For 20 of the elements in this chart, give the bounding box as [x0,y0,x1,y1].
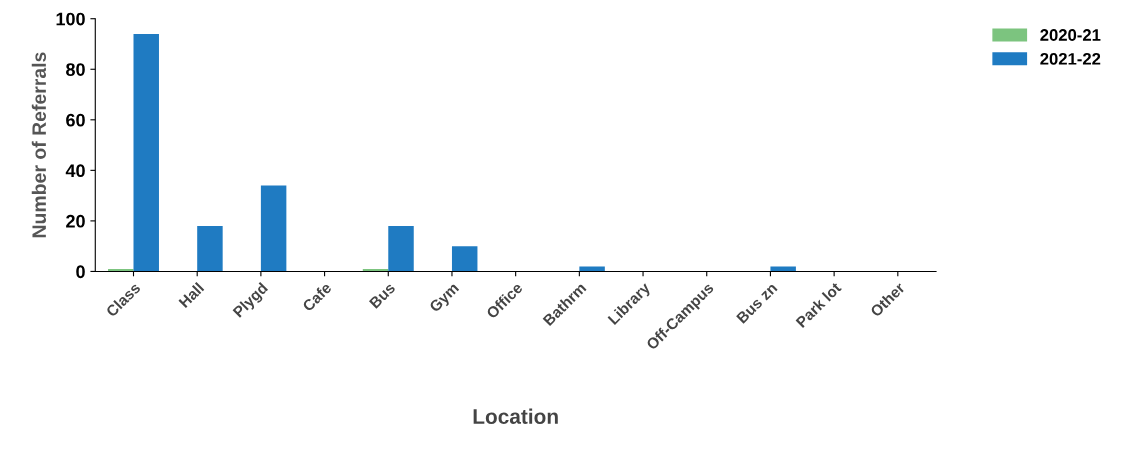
bar [260,185,287,272]
legend-label: 2020-21 [1040,29,1101,41]
bar [133,33,159,272]
y-tick-label: 0 [76,265,85,279]
y-tick-label: 80 [66,63,85,76]
y-tick-label: 60 [66,113,85,127]
x-axis-title: Location [473,408,558,424]
bar [579,266,605,272]
y-tick-label: 20 [66,214,85,228]
x-tick-label: Bus zn [736,282,778,324]
x-tick-label: Bus [368,282,396,309]
y-tick-label: 100 [56,12,85,26]
y-tick-label: 40 [65,164,85,178]
legend-label: 2021-22 [1040,52,1101,65]
bar [197,225,223,272]
bar [388,225,414,272]
bar [770,266,796,272]
x-tick-label: Cafe [301,281,333,313]
y-axis-title: Number of Referrals [31,52,47,238]
bar [451,246,478,272]
